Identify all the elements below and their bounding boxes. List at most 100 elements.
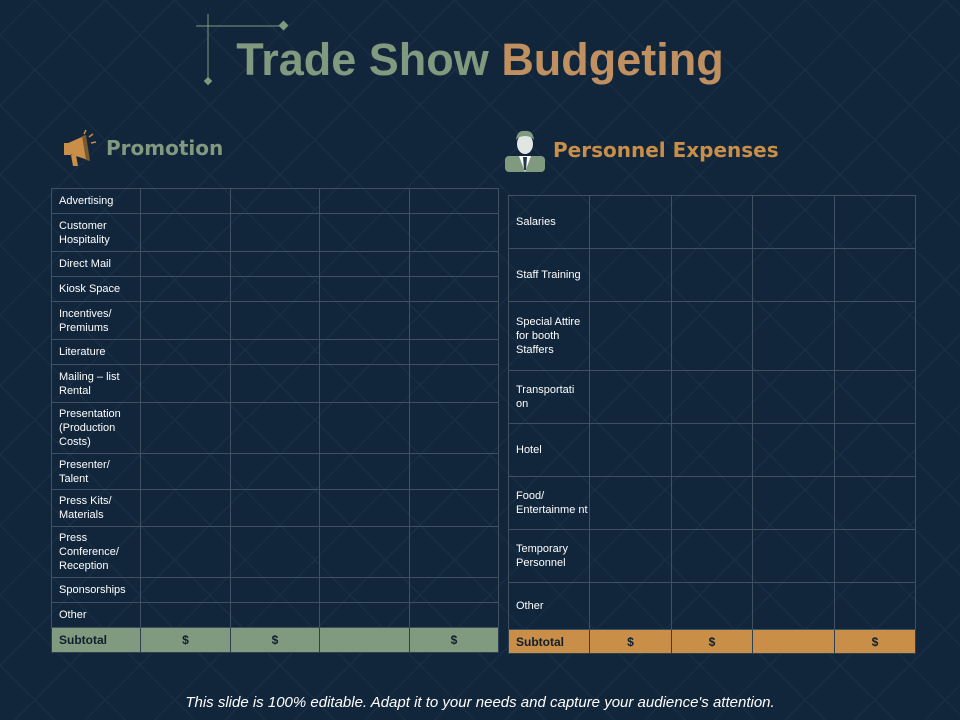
value-cell[interactable] bbox=[140, 188, 231, 214]
row-label: Transportati on bbox=[508, 370, 590, 424]
value-cell[interactable] bbox=[834, 370, 916, 424]
value-cell[interactable] bbox=[409, 453, 499, 490]
value-cell[interactable] bbox=[834, 248, 916, 302]
value-cell[interactable] bbox=[409, 364, 499, 403]
value-cell[interactable] bbox=[230, 602, 320, 628]
value-cell[interactable] bbox=[589, 582, 672, 630]
row-label: Special Attire for booth Staffers bbox=[508, 301, 590, 371]
value-cell[interactable] bbox=[752, 370, 835, 424]
value-cell[interactable] bbox=[140, 402, 231, 454]
value-cell[interactable] bbox=[752, 476, 835, 530]
value-cell[interactable] bbox=[409, 339, 499, 365]
value-cell[interactable] bbox=[319, 301, 410, 340]
value-cell[interactable] bbox=[230, 301, 320, 340]
subtotal-cell[interactable]: $ bbox=[671, 629, 753, 654]
value-cell[interactable] bbox=[409, 602, 499, 628]
value-cell[interactable] bbox=[589, 529, 672, 583]
value-cell[interactable] bbox=[140, 251, 231, 277]
value-cell[interactable] bbox=[230, 251, 320, 277]
value-cell[interactable] bbox=[834, 529, 916, 583]
value-cell[interactable] bbox=[230, 526, 320, 578]
value-cell[interactable] bbox=[230, 577, 320, 603]
value-cell[interactable] bbox=[409, 188, 499, 214]
value-cell[interactable] bbox=[589, 301, 672, 371]
subtotal-cell[interactable]: $ bbox=[834, 629, 916, 654]
value-cell[interactable] bbox=[409, 251, 499, 277]
value-cell[interactable] bbox=[409, 526, 499, 578]
subtotal-cell[interactable]: $ bbox=[140, 627, 231, 653]
value-cell[interactable] bbox=[671, 195, 753, 249]
row-label: Mailing – list Rental bbox=[51, 364, 141, 403]
value-cell[interactable] bbox=[671, 301, 753, 371]
value-cell[interactable] bbox=[140, 301, 231, 340]
value-cell[interactable] bbox=[409, 213, 499, 252]
value-cell[interactable] bbox=[409, 402, 499, 454]
subtotal-cell[interactable] bbox=[319, 627, 410, 653]
value-cell[interactable] bbox=[319, 577, 410, 603]
value-cell[interactable] bbox=[409, 489, 499, 527]
value-cell[interactable] bbox=[230, 276, 320, 302]
value-cell[interactable] bbox=[834, 423, 916, 477]
subtotal-cell[interactable]: $ bbox=[589, 629, 672, 654]
subtotal-cell[interactable]: $ bbox=[409, 627, 499, 653]
value-cell[interactable] bbox=[140, 364, 231, 403]
value-cell[interactable] bbox=[319, 251, 410, 277]
value-cell[interactable] bbox=[671, 423, 753, 477]
value-cell[interactable] bbox=[671, 248, 753, 302]
value-cell[interactable] bbox=[671, 476, 753, 530]
value-cell[interactable] bbox=[752, 195, 835, 249]
value-cell[interactable] bbox=[319, 339, 410, 365]
value-cell[interactable] bbox=[319, 276, 410, 302]
value-cell[interactable] bbox=[140, 489, 231, 527]
value-cell[interactable] bbox=[140, 577, 231, 603]
subtotal-cell[interactable] bbox=[752, 629, 835, 654]
value-cell[interactable] bbox=[589, 248, 672, 302]
value-cell[interactable] bbox=[752, 529, 835, 583]
value-cell[interactable] bbox=[230, 453, 320, 490]
value-cell[interactable] bbox=[230, 213, 320, 252]
value-cell[interactable] bbox=[409, 301, 499, 340]
value-cell[interactable] bbox=[752, 301, 835, 371]
value-cell[interactable] bbox=[671, 370, 753, 424]
value-cell[interactable] bbox=[589, 476, 672, 530]
value-cell[interactable] bbox=[671, 582, 753, 630]
value-cell[interactable] bbox=[140, 276, 231, 302]
value-cell[interactable] bbox=[230, 364, 320, 403]
value-cell[interactable] bbox=[589, 423, 672, 477]
value-cell[interactable] bbox=[589, 370, 672, 424]
value-cell[interactable] bbox=[319, 188, 410, 214]
value-cell[interactable] bbox=[140, 453, 231, 490]
row-label: Kiosk Space bbox=[51, 276, 141, 302]
value-cell[interactable] bbox=[834, 476, 916, 530]
value-cell[interactable] bbox=[409, 577, 499, 603]
value-cell[interactable] bbox=[319, 453, 410, 490]
value-cell[interactable] bbox=[140, 339, 231, 365]
value-cell[interactable] bbox=[140, 602, 231, 628]
row-label: Sponsorships bbox=[51, 577, 141, 603]
value-cell[interactable] bbox=[319, 213, 410, 252]
row-label: Other bbox=[508, 582, 590, 630]
value-cell[interactable] bbox=[319, 526, 410, 578]
value-cell[interactable] bbox=[752, 423, 835, 477]
value-cell[interactable] bbox=[140, 213, 231, 252]
value-cell[interactable] bbox=[834, 195, 916, 249]
value-cell[interactable] bbox=[834, 582, 916, 630]
value-cell[interactable] bbox=[319, 602, 410, 628]
value-cell[interactable] bbox=[230, 339, 320, 365]
value-cell[interactable] bbox=[409, 276, 499, 302]
value-cell[interactable] bbox=[589, 195, 672, 249]
value-cell[interactable] bbox=[752, 582, 835, 630]
subtotal-cell[interactable]: $ bbox=[230, 627, 320, 653]
value-cell[interactable] bbox=[752, 248, 835, 302]
value-cell[interactable] bbox=[834, 301, 916, 371]
value-cell[interactable] bbox=[140, 526, 231, 578]
value-cell[interactable] bbox=[319, 402, 410, 454]
value-cell[interactable] bbox=[230, 489, 320, 527]
value-cell[interactable] bbox=[671, 529, 753, 583]
value-cell[interactable] bbox=[319, 489, 410, 527]
value-cell[interactable] bbox=[230, 188, 320, 214]
value-cell[interactable] bbox=[230, 402, 320, 454]
row-label: Incentives/ Premiums bbox=[51, 301, 141, 340]
row-label: Press Conference/ Reception bbox=[51, 526, 141, 578]
value-cell[interactable] bbox=[319, 364, 410, 403]
